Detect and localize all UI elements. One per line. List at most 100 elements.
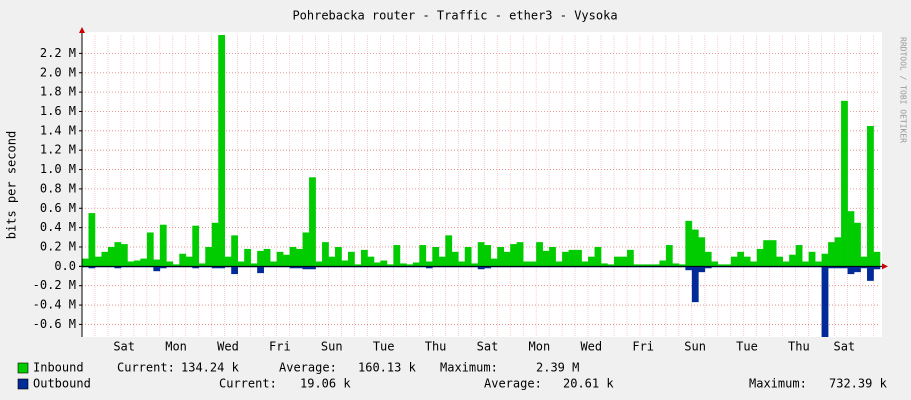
bar	[198, 263, 206, 267]
bar	[724, 264, 732, 267]
plot-area	[82, 32, 882, 337]
bar	[88, 213, 96, 267]
bar	[614, 256, 621, 267]
bar	[218, 35, 226, 267]
bar	[107, 246, 115, 267]
bar	[828, 242, 835, 267]
bar	[218, 266, 226, 269]
y-tick-label: 0.0	[54, 259, 76, 273]
bar	[549, 246, 556, 267]
bar	[698, 237, 706, 267]
bar	[834, 237, 842, 267]
y-tick-label: 2.2 M	[40, 46, 76, 60]
y-tick-label: -0.4 M	[33, 298, 76, 312]
bar	[179, 253, 187, 267]
bar	[588, 256, 595, 267]
y-tick-label: 0.6 M	[40, 201, 76, 215]
x-tick-label: Thu	[788, 340, 810, 354]
bar	[704, 266, 712, 269]
bar	[691, 266, 699, 303]
bar	[244, 248, 251, 267]
bar	[120, 244, 128, 267]
bar	[763, 240, 771, 267]
bar	[302, 232, 310, 267]
bar	[127, 261, 135, 267]
bar	[685, 266, 693, 271]
bar	[594, 246, 602, 267]
bar	[685, 220, 693, 267]
bar	[438, 256, 446, 267]
bar	[808, 251, 816, 267]
bar	[373, 262, 381, 267]
bar	[477, 242, 485, 267]
bar	[315, 261, 323, 267]
bar	[451, 251, 459, 267]
bar	[873, 251, 881, 267]
bar	[302, 266, 310, 270]
bar	[575, 249, 582, 267]
bar	[782, 261, 790, 267]
bar	[536, 242, 543, 267]
bar	[789, 254, 796, 267]
bar	[425, 261, 433, 267]
x-tick-label: Wed	[217, 340, 239, 354]
bar	[841, 266, 848, 269]
legend-stat-value: 160.13 k	[358, 361, 417, 375]
bar	[322, 242, 329, 267]
bar	[665, 245, 673, 267]
legend-stat-value: 20.61 k	[563, 377, 614, 391]
bar	[510, 244, 517, 267]
bar	[601, 263, 608, 267]
bar	[691, 229, 699, 267]
y-tick-label: 0.8 M	[40, 181, 76, 195]
x-tick-label: Sat	[113, 340, 135, 354]
bar	[406, 264, 414, 267]
bar	[795, 245, 803, 267]
bar	[711, 261, 719, 267]
bar	[386, 264, 394, 267]
legend-stat-value: 134.24 k	[181, 361, 240, 375]
bar	[114, 266, 122, 269]
bar	[769, 240, 777, 267]
bar	[419, 245, 427, 267]
x-tick-label: Tue	[373, 340, 395, 354]
bar	[854, 222, 861, 267]
bar	[776, 256, 783, 267]
bar	[523, 261, 530, 267]
bar	[626, 249, 634, 267]
x-tick-label: Tue	[736, 340, 758, 354]
bar	[698, 266, 706, 273]
bar	[756, 248, 764, 267]
bar	[841, 100, 848, 267]
legend-swatch	[17, 378, 29, 390]
bar	[211, 222, 219, 267]
bar	[94, 256, 102, 267]
y-tick-label: 0.2 M	[40, 239, 76, 253]
x-tick-label: Wed	[580, 340, 602, 354]
bar	[360, 249, 368, 267]
legend-label: Inbound	[33, 361, 84, 375]
bar	[542, 250, 550, 267]
bar	[873, 266, 881, 270]
bar	[133, 260, 141, 267]
bar	[82, 258, 89, 267]
y-tick-label: 2.0 M	[40, 65, 76, 79]
bar	[283, 254, 290, 267]
axes: 2.2 M 2.0 M 1.8 M 1.6 M 1.4 M 1.2 M 1.0 M 0.8 M…	[33, 27, 888, 354]
y-tick-label: -0.2 M	[33, 278, 76, 292]
bar	[639, 264, 647, 267]
bar	[231, 266, 239, 275]
bar	[730, 256, 738, 267]
x-tick-label: Mon	[165, 340, 187, 354]
bar	[114, 242, 122, 267]
side-text: RRDTOOL / TOBI OETIKER	[899, 37, 908, 143]
legend: Inbound Current: 134.24 k Average: 160.13 k M…	[17, 361, 888, 391]
legend-stat-label: Maximum:	[440, 361, 498, 375]
bar	[821, 266, 829, 337]
x-tick-label: Sun	[321, 340, 343, 354]
bar	[192, 225, 200, 267]
legend-stat-label: Average:	[484, 377, 542, 391]
bar	[399, 263, 407, 267]
bar	[743, 256, 751, 267]
